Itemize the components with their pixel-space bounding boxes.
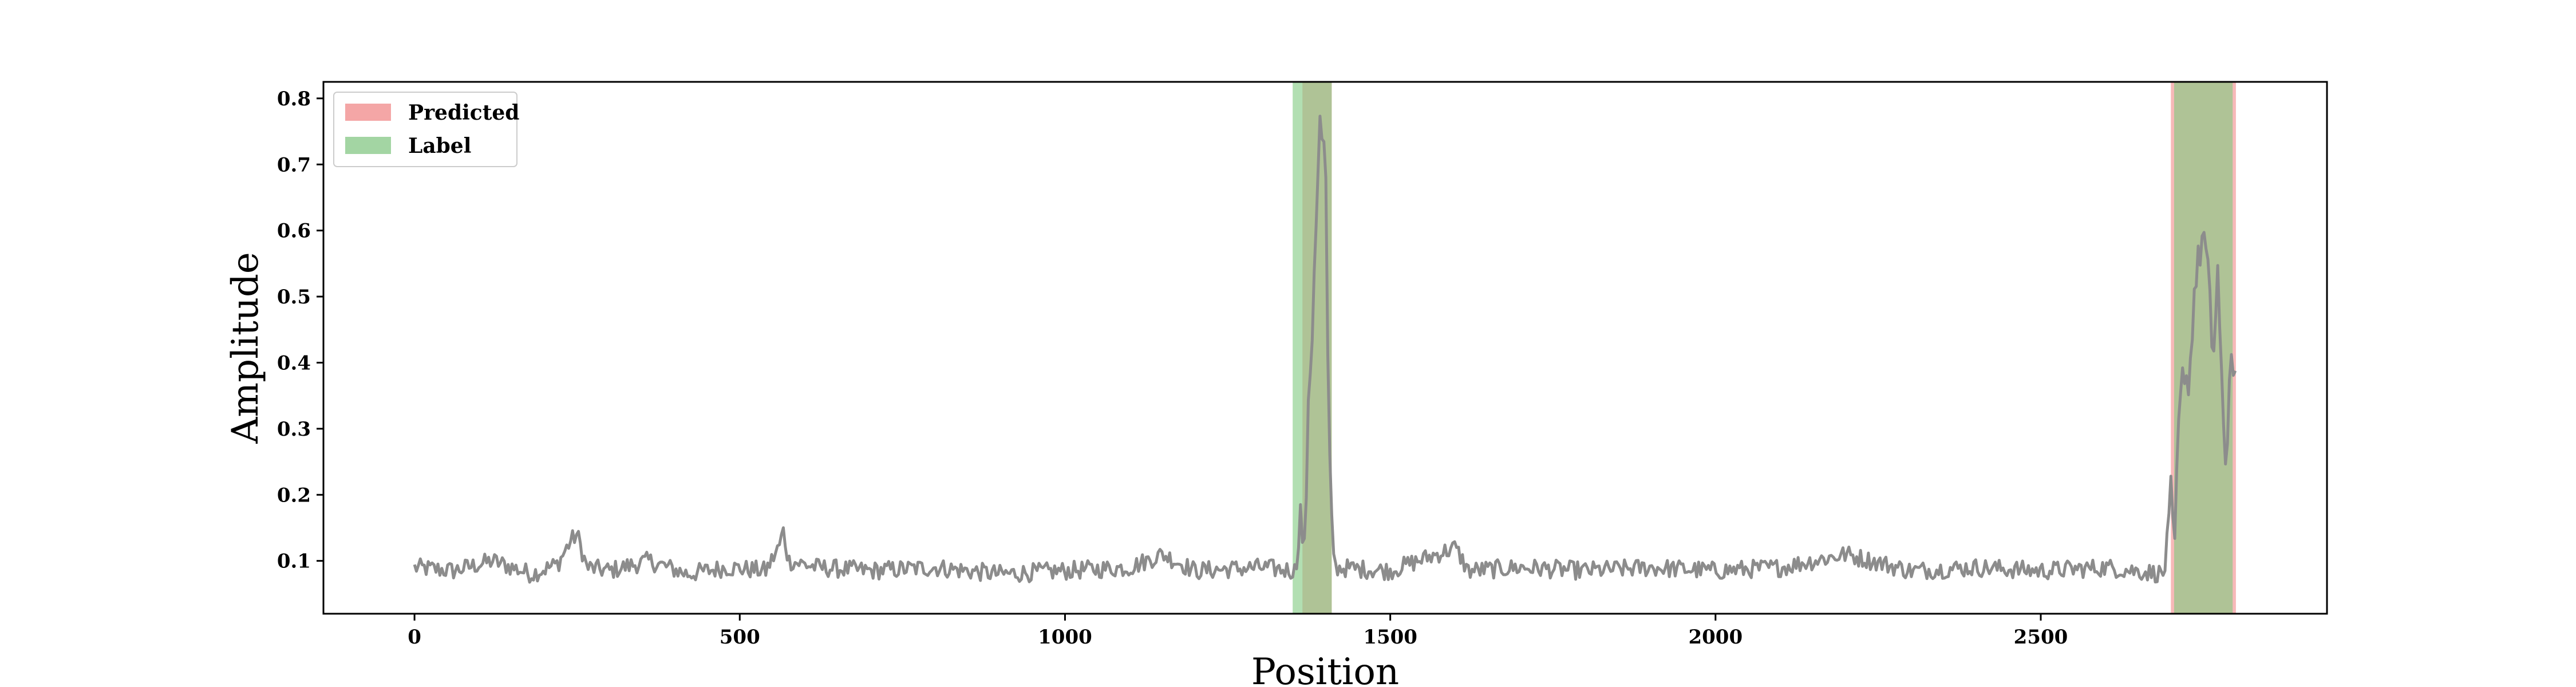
legend: Predicted Label — [333, 92, 519, 167]
x-axis-label: Position — [1251, 651, 1399, 687]
y-tick-label: 0.1 — [277, 550, 311, 573]
x-tick-label: 1000 — [1038, 626, 1092, 649]
series-line-signal — [413, 114, 2237, 584]
x-tick-label: 500 — [720, 626, 760, 649]
y-tick-label: 0.3 — [277, 418, 311, 441]
y-tick-label: 0.8 — [277, 88, 311, 110]
legend-swatch-label — [345, 137, 391, 154]
x-tick-label: 2500 — [2014, 626, 2068, 649]
y-tick-label: 0.6 — [277, 220, 311, 243]
x-tick-label: 2000 — [1688, 626, 1743, 649]
y-tick-label: 0.7 — [277, 153, 311, 176]
x-tick-label: 1500 — [1363, 626, 1417, 649]
plot-frame — [322, 81, 2328, 615]
legend-label-predicted: Predicted — [408, 101, 519, 125]
legend-swatch-predicted — [345, 104, 391, 121]
region-label-3 — [2174, 82, 2233, 614]
y-tick-label: 0.2 — [277, 484, 311, 507]
y-tick-label: 0.4 — [277, 352, 311, 374]
legend-label-label: Label — [408, 134, 471, 158]
y-axis-label: Amplitude — [224, 252, 267, 444]
highlight-regions — [1293, 82, 2236, 614]
y-tick-label: 0.5 — [277, 286, 311, 309]
x-axis-ticks: 0 500 1000 1500 2000 2500 — [408, 614, 2068, 649]
y-axis-ticks: 0.1 0.2 0.3 0.4 0.5 0.6 0.7 0.8 — [277, 88, 323, 573]
x-tick-label: 0 — [408, 626, 421, 649]
signal-series — [413, 114, 2237, 584]
